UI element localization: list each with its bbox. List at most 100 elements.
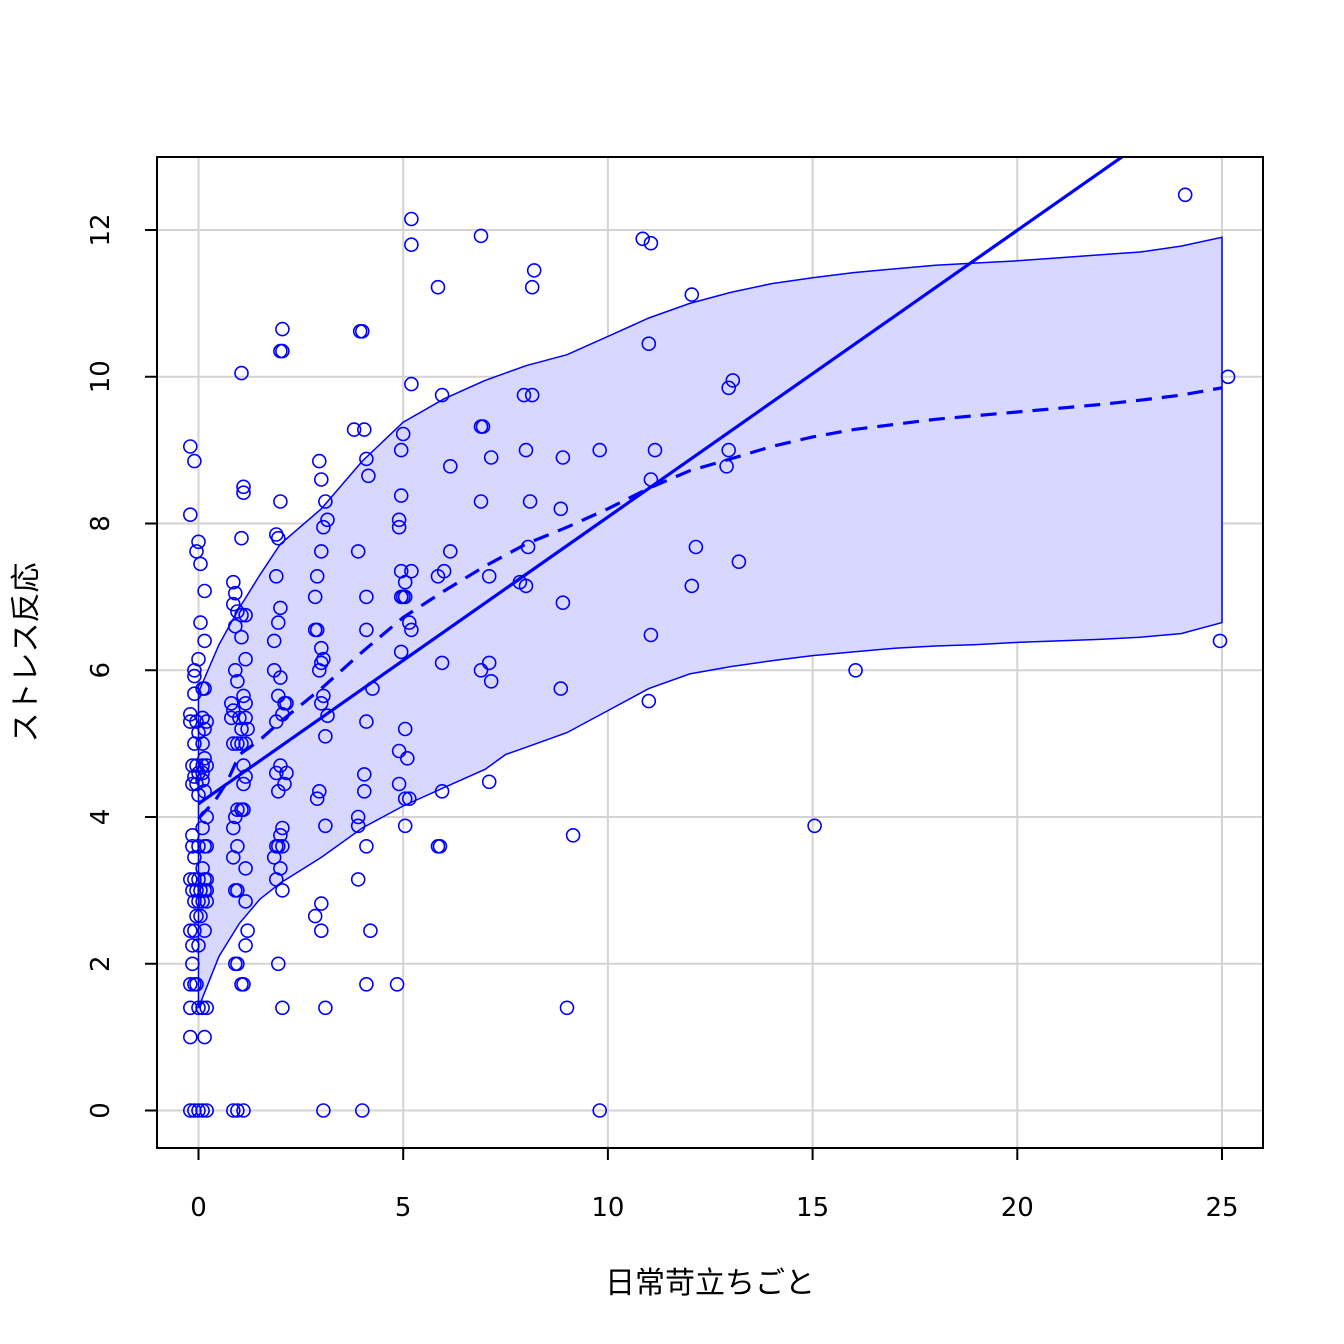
data-point — [185, 827, 200, 843]
data-point — [553, 501, 569, 517]
data-point — [238, 607, 253, 623]
data-point — [191, 872, 206, 887]
data-point — [442, 544, 458, 559]
data-point — [397, 574, 413, 590]
data-point — [391, 512, 407, 528]
data-point — [307, 908, 323, 924]
data-point — [807, 818, 822, 834]
data-point — [185, 776, 200, 792]
data-point — [313, 923, 329, 939]
data-point — [234, 607, 249, 623]
data-point — [197, 750, 212, 766]
data-point — [240, 923, 255, 939]
data-point — [393, 644, 409, 660]
data-point — [1212, 633, 1228, 649]
data-point — [230, 883, 245, 898]
data-point — [399, 750, 415, 766]
data-point — [199, 838, 214, 854]
data-point — [189, 544, 204, 559]
data-point — [313, 544, 329, 559]
data-point — [193, 883, 208, 898]
data-point — [481, 655, 497, 671]
data-point — [731, 554, 747, 570]
data-point — [238, 894, 253, 909]
data-point — [195, 894, 210, 909]
data-point — [359, 976, 374, 992]
data-point — [230, 736, 245, 751]
data-point — [721, 442, 737, 458]
data-point — [238, 938, 253, 953]
data-point — [191, 787, 206, 803]
data-point — [236, 485, 251, 501]
data-point — [185, 956, 200, 972]
data-point — [197, 1029, 212, 1045]
data-point — [199, 872, 214, 887]
data-point — [404, 563, 419, 579]
data-point — [320, 512, 335, 528]
data-point — [185, 938, 200, 953]
confidence-band — [197, 236, 1223, 1009]
data-point — [401, 791, 417, 807]
data-point — [187, 668, 202, 684]
data-point — [318, 1000, 333, 1016]
data-point — [316, 519, 331, 535]
y-tick-label: 2 — [86, 955, 116, 972]
data-point — [273, 600, 288, 616]
data-point — [555, 450, 571, 465]
data-point — [404, 237, 419, 252]
x-axis-title: 日常苛立ちごと — [605, 1266, 815, 1301]
y-axis-ticks: 0 2 4 6 8 10 12 — [86, 213, 157, 1119]
data-point — [234, 365, 249, 381]
data-point — [183, 976, 198, 992]
data-point — [230, 673, 245, 689]
data-point — [442, 458, 458, 474]
data-point — [230, 1103, 245, 1118]
data-point — [635, 231, 651, 247]
data-point — [275, 883, 290, 898]
data-point — [238, 695, 253, 711]
data-point — [199, 1103, 214, 1118]
data-point — [430, 279, 446, 295]
y-tick-label: 0 — [86, 1102, 116, 1119]
data-point — [183, 872, 198, 887]
data-point — [391, 776, 407, 792]
data-point — [555, 595, 571, 611]
data-point — [391, 519, 407, 535]
data-point — [363, 923, 378, 939]
y-tick-label: 8 — [86, 515, 116, 532]
data-point — [311, 662, 327, 678]
y-tick-label: 4 — [86, 809, 116, 826]
data-point — [273, 494, 288, 509]
data-point — [228, 809, 243, 825]
data-point — [236, 976, 251, 992]
data-point — [270, 956, 286, 972]
data-point — [234, 736, 249, 751]
data-point — [199, 758, 214, 773]
data-point — [193, 556, 208, 572]
data-point — [393, 442, 409, 458]
data-point — [275, 343, 290, 359]
data-point — [359, 451, 374, 467]
data-point — [352, 323, 368, 339]
data-point — [268, 872, 284, 887]
data-point — [559, 1000, 575, 1016]
data-point — [397, 721, 413, 737]
data-point — [199, 714, 214, 729]
data-point — [309, 568, 325, 584]
data-point — [195, 758, 210, 773]
x-axis-ticks: 0 5 10 15 20 25 — [190, 1148, 1239, 1223]
data-point — [473, 494, 489, 509]
data-point — [721, 380, 737, 396]
data-point — [359, 714, 374, 729]
data-point — [641, 693, 657, 709]
data-point — [195, 820, 210, 836]
data-point — [226, 596, 241, 612]
data-point — [359, 838, 374, 854]
data-point — [309, 791, 325, 807]
data-point — [526, 263, 542, 278]
data-point — [230, 802, 245, 818]
data-point — [307, 589, 323, 605]
data-point — [238, 651, 253, 667]
data-point — [195, 1103, 210, 1118]
